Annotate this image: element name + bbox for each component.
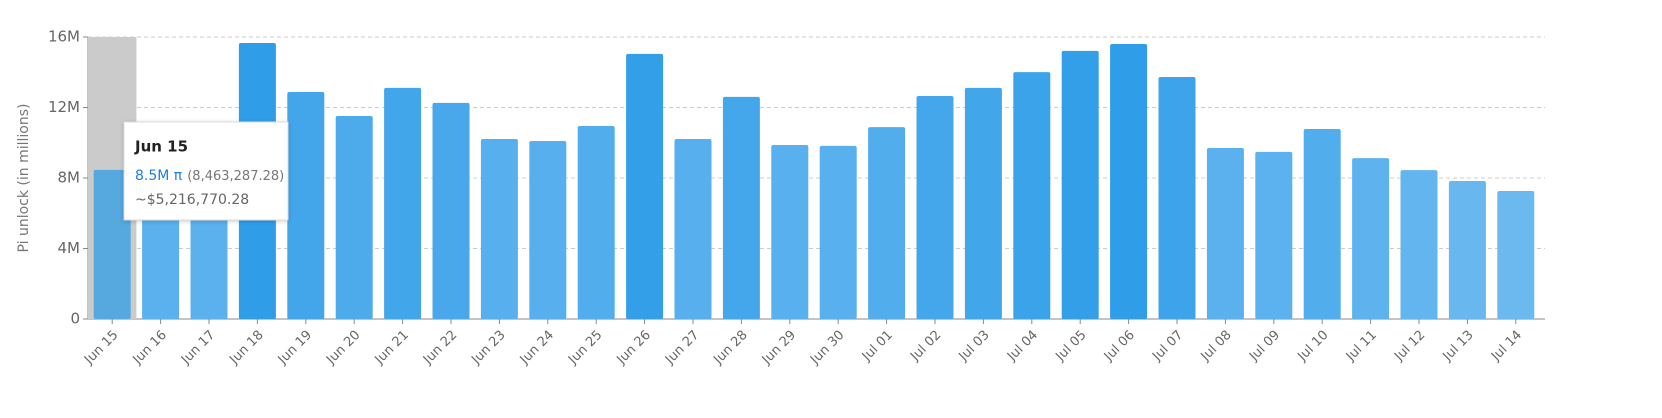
x-tick-label: Jun 27 (662, 328, 702, 368)
x-tick-label: Jun 17 (178, 328, 218, 368)
bar (1158, 77, 1196, 319)
bar (1497, 191, 1535, 319)
tooltip-value: 8.5M π (8,463,287.28) (135, 168, 284, 184)
bar (916, 96, 954, 319)
x-tick-label: Jul 13 (1440, 328, 1477, 365)
x-tick-label: Jun 22 (420, 328, 460, 368)
y-tick-label: 0 (70, 310, 80, 328)
bar (1061, 50, 1099, 320)
y-axis-label: Pi unlock (in millions) (16, 104, 32, 253)
x-tick-label: Jun 25 (565, 328, 605, 368)
bar (1255, 151, 1293, 319)
x-tick-label: Jul 05 (1052, 328, 1089, 365)
x-tick-label: Jun 26 (614, 328, 654, 368)
tooltip-usd: ~$5,216,770.28 (135, 192, 249, 208)
bar (1206, 148, 1244, 319)
x-tick-label: Jul 14 (1488, 328, 1525, 365)
x-tick-label: Jul 06 (1101, 328, 1138, 365)
x-tick-label: Jul 09 (1246, 328, 1283, 365)
x-tick-label: Jun 16 (130, 328, 170, 368)
x-tick-label: Jun 20 (323, 328, 363, 368)
bar (480, 139, 518, 319)
x-tick-label: Jul 11 (1343, 328, 1380, 365)
bar (1013, 72, 1051, 319)
bar (1352, 158, 1390, 319)
x-tick-label: Jun 15 (81, 328, 121, 368)
bar (335, 115, 373, 320)
y-tick-label: 4M (58, 239, 81, 257)
bar (1400, 170, 1438, 319)
x-tick-label: Jun 29 (759, 328, 799, 368)
y-tick-label: 16M (48, 28, 80, 46)
bar (384, 87, 422, 319)
bar (1303, 129, 1341, 319)
x-tick-label: Jul 10 (1294, 328, 1331, 365)
x-tick-label: Jul 07 (1149, 328, 1186, 365)
x-tick-label: Jul 08 (1198, 328, 1235, 365)
x-tick-label: Jun 28 (710, 328, 750, 368)
tooltip-exact: (8,463,287.28) (187, 169, 284, 184)
x-tick-label: Jun 21 (372, 328, 412, 368)
tooltip-value-label: 8.5M π (135, 168, 183, 184)
bar (432, 102, 470, 319)
x-tick-label: Jun 23 (468, 328, 508, 368)
bar (529, 140, 567, 319)
x-tick-label: Jul 01 (859, 328, 896, 365)
x-tick-label: Jun 30 (807, 328, 847, 368)
bar (819, 145, 857, 319)
bar (93, 169, 131, 319)
y-tick-label: 8M (58, 169, 81, 187)
bar (577, 126, 615, 319)
bar (1448, 180, 1486, 319)
bar (626, 53, 664, 320)
bar (964, 87, 1002, 319)
bar (674, 139, 712, 319)
bar (1110, 44, 1148, 320)
x-tick-label: Jul 04 (1004, 328, 1041, 365)
y-tick-label: 12M (48, 98, 80, 116)
x-tick-label: Jul 02 (907, 328, 944, 365)
x-tick-label: Jun 19 (275, 328, 315, 368)
tooltip-box (123, 121, 289, 221)
tooltip-title: Jun 15 (134, 138, 188, 156)
bar (287, 91, 325, 320)
x-tick-label: Jun 18 (226, 328, 266, 368)
bar (771, 145, 809, 319)
x-tick-label: Jul 12 (1391, 328, 1428, 365)
x-tick-label: Jul 03 (956, 328, 993, 365)
bar (722, 96, 760, 319)
x-tick-label: Jun 24 (517, 328, 557, 368)
bar (868, 127, 906, 319)
